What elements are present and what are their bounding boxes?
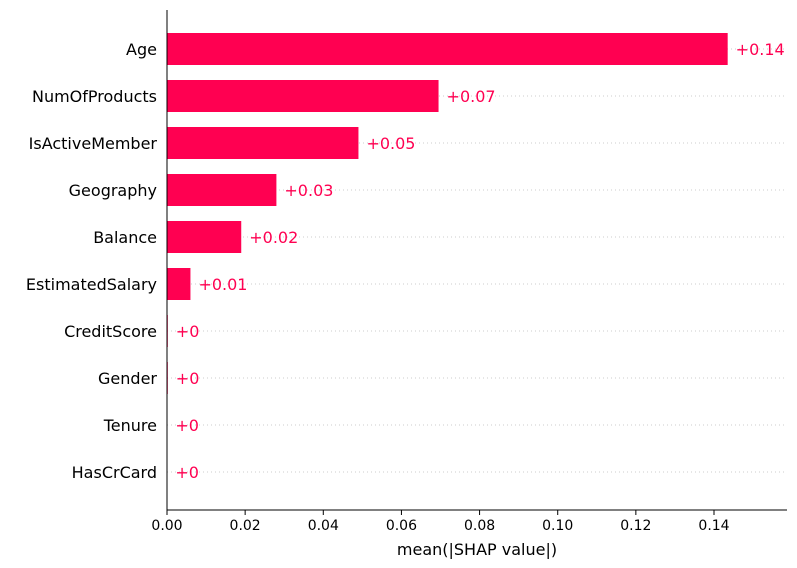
category-labels: Age NumOfProducts IsActiveMember Geography B… [26, 40, 158, 482]
category-label: Tenure [103, 416, 157, 435]
category-label: Geography [69, 181, 157, 200]
category-label: EstimatedSalary [26, 275, 157, 294]
bar-isactivemember [167, 127, 359, 159]
x-tick-label: 0.06 [386, 518, 417, 534]
category-label: Age [126, 40, 157, 59]
x-tick-label: 0.14 [698, 518, 729, 534]
value-label: +0.05 [366, 134, 415, 153]
x-tick-label: 0.08 [464, 518, 495, 534]
value-label: +0 [175, 463, 199, 482]
value-label: +0 [175, 416, 199, 435]
x-axis-ticks: 0.00 0.02 0.04 0.06 0.08 0.10 0.12 0.14 [151, 510, 730, 534]
category-label: Gender [98, 369, 157, 388]
value-label: +0 [176, 322, 200, 341]
value-label: +0.14 [736, 40, 785, 59]
value-label: +0.02 [249, 228, 298, 247]
grid-lines [167, 48, 787, 473]
bar-estimatedsalary [167, 268, 191, 300]
bars [167, 33, 728, 488]
value-label: +0.07 [447, 87, 496, 106]
bar-geography [167, 174, 277, 206]
category-label: IsActiveMember [29, 134, 158, 153]
category-label: CreditScore [64, 322, 157, 341]
x-axis-label: mean(|SHAP value|) [397, 540, 557, 559]
x-tick-label: 0.02 [230, 518, 261, 534]
value-label: +0.03 [284, 181, 333, 200]
category-label: Balance [93, 228, 157, 247]
x-tick-label: 0.00 [151, 518, 182, 534]
value-labels: +0.14 +0.07 +0.05 +0.03 +0.02 +0.01 +0 +0 +0 +0 [175, 40, 784, 482]
value-label: +0 [176, 369, 200, 388]
x-tick-label: 0.12 [620, 518, 651, 534]
bar-age [167, 33, 728, 65]
category-label: NumOfProducts [32, 87, 157, 106]
value-label: +0.01 [198, 275, 247, 294]
x-tick-label: 0.04 [308, 518, 339, 534]
bar-numofproducts [167, 80, 439, 112]
bar-balance [167, 221, 242, 253]
x-tick-label: 0.10 [542, 518, 573, 534]
category-label: HasCrCard [72, 463, 157, 482]
